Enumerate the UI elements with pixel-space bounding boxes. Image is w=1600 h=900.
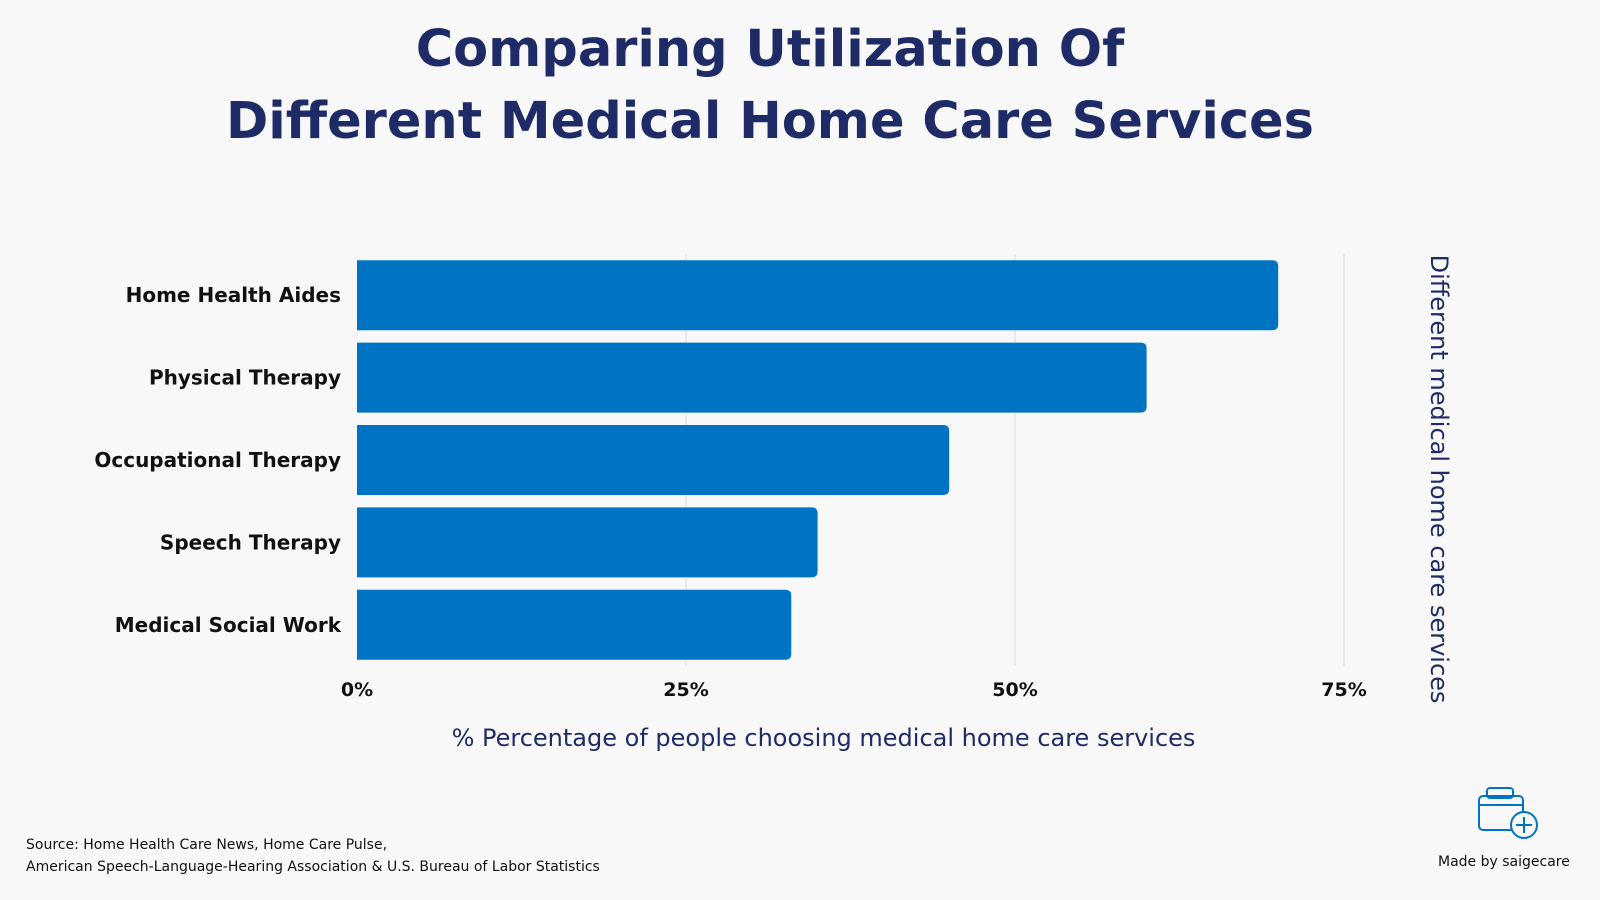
bar-medical-social-work xyxy=(357,589,792,660)
medical-kit-icon xyxy=(1478,787,1538,839)
bar-physical-therapy xyxy=(357,342,1147,413)
x-tick-label: 75% xyxy=(1321,679,1366,701)
category-label: Speech Therapy xyxy=(160,530,341,554)
chart-title-line-1: Comparing Utilization Of xyxy=(415,20,1125,79)
bar-occupational-therapy xyxy=(357,425,950,495)
x-tick-label: 50% xyxy=(992,679,1037,701)
category-label: Home Health Aides xyxy=(126,283,341,307)
source-line-1: Source: Home Health Care News, Home Care… xyxy=(26,837,388,853)
category-label: Occupational Therapy xyxy=(94,448,341,472)
x-axis-label: % Percentage of people choosing medical … xyxy=(452,724,1196,752)
category-label: Medical Social Work xyxy=(115,613,342,637)
x-tick-label: 25% xyxy=(663,679,708,701)
category-label: Physical Therapy xyxy=(149,366,341,390)
source-line-2: American Speech-Language-Hearing Associa… xyxy=(26,859,600,875)
chart-title-line-2: Different Medical Home Care Services xyxy=(225,92,1315,151)
x-tick-label: 0% xyxy=(341,679,373,701)
y-axis-label: Different medical home care services xyxy=(1425,255,1453,704)
bar-home-health-aides xyxy=(357,260,1279,331)
bar-speech-therapy xyxy=(357,507,818,578)
made-by-credit: Made by saigecare xyxy=(1438,854,1570,870)
